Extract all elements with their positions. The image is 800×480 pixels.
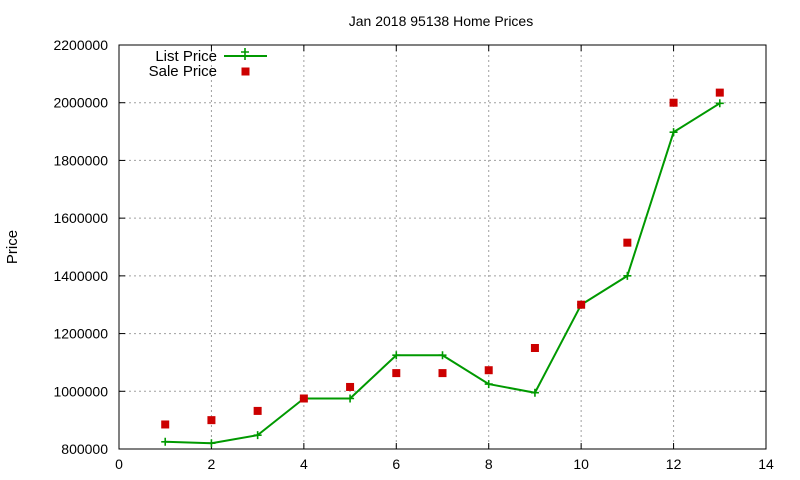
list-price-point — [438, 351, 447, 360]
sale-price-point — [715, 88, 724, 97]
y-tick-label: 1400000 — [53, 268, 108, 284]
legend-label-list-price: List Price — [155, 48, 217, 65]
y-tick-label: 1200000 — [53, 326, 108, 342]
sale-price-point — [577, 300, 586, 309]
x-tick-label: 8 — [485, 456, 493, 472]
sale-price-point — [484, 366, 493, 375]
legend-label-sale-price: Sale Price — [149, 63, 217, 80]
list-price-point — [207, 439, 216, 448]
sale-price-point — [392, 369, 401, 378]
plot-frame — [118, 44, 767, 450]
sale-price-point — [438, 369, 447, 378]
list-price-line — [165, 102, 721, 445]
sale-price-point — [346, 382, 355, 391]
list-price-point — [346, 394, 355, 403]
legend-marker-sale-price — [241, 67, 250, 76]
x-tick-label: 4 — [300, 456, 308, 472]
sale-price-point — [161, 420, 170, 429]
sale-price-point — [530, 344, 539, 352]
list-price-point — [669, 128, 678, 137]
x-tick-label: 6 — [392, 456, 400, 472]
x-tick-label: 0 — [115, 456, 123, 472]
x-tick-label: 10 — [573, 456, 589, 472]
y-tick-label: 2200000 — [53, 37, 108, 53]
list-price-point — [161, 437, 170, 446]
legend-marker-list-price — [241, 48, 249, 60]
x-tick-label: 14 — [758, 456, 774, 472]
list-price-point — [530, 388, 539, 397]
list-price-point — [715, 99, 724, 108]
axis-ticks — [118, 44, 767, 450]
chart-title: Jan 2018 95138 Home Prices — [349, 13, 533, 29]
y-tick-label: 2000000 — [53, 95, 108, 111]
sale-price-point — [207, 416, 216, 425]
x-tick-label: 2 — [208, 456, 216, 472]
y-tick-label: 1600000 — [53, 210, 108, 226]
sale-price-point — [623, 238, 632, 247]
y-tick-label: 800000 — [61, 441, 108, 457]
y-tick-label: 1000000 — [53, 383, 108, 399]
list-price-point — [623, 271, 632, 280]
tick-labels: 0 2 4 6 8 10 12 14 800000 1000000 1200000 1400000 16… — [53, 37, 774, 472]
list-price-point — [392, 351, 401, 360]
sale-price-point — [669, 98, 678, 107]
list-price-point — [253, 431, 262, 440]
list-price-point — [484, 380, 493, 389]
x-tick-label: 12 — [666, 456, 682, 472]
y-tick-label: 1800000 — [53, 152, 108, 168]
sale-price-point — [299, 394, 308, 403]
grid-lines — [119, 45, 766, 449]
series-layer — [161, 88, 724, 448]
legend: List Price Sale Price — [149, 48, 267, 80]
sale-price-point — [253, 406, 262, 415]
y-axis-title: Price — [4, 230, 21, 264]
